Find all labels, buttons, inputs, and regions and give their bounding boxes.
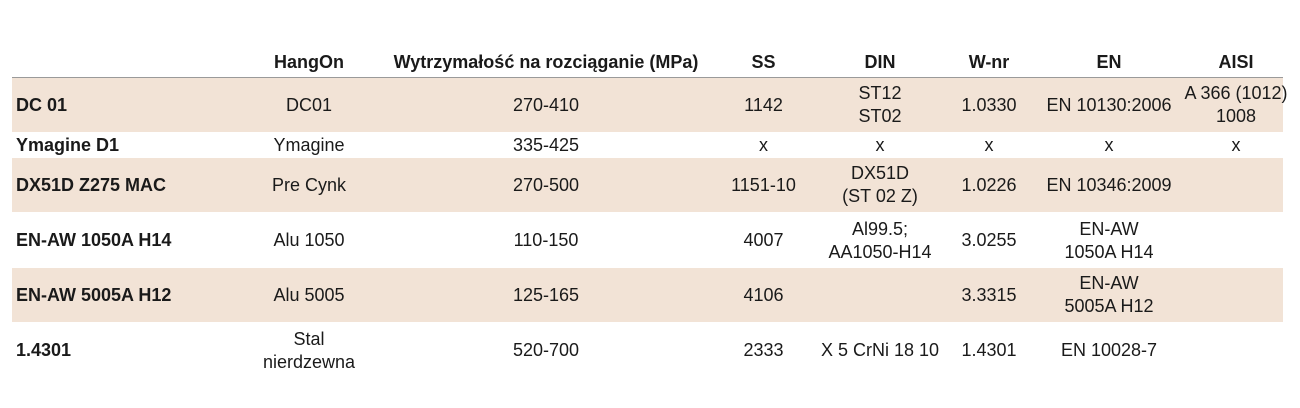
- din-cell: x: [811, 134, 949, 157]
- header-wnr: W-nr: [968, 52, 1010, 72]
- en-cell: EN-AW 1050A H14: [1029, 218, 1189, 264]
- aisi-line: 1008: [1215, 106, 1257, 126]
- header-ss: SS: [751, 52, 776, 72]
- en-line: EN 10346:2009: [1046, 174, 1172, 195]
- strength-cell: 335-425: [512, 135, 580, 155]
- din-line: x: [875, 135, 885, 155]
- aisi-line: A 366 (1012): [1184, 83, 1288, 103]
- table-row: DX51D Z275 MAC Pre Cynk 270-500 1151-10 …: [12, 158, 1283, 213]
- material-name: 1.4301: [16, 340, 72, 360]
- en-line: EN-AW: [1079, 218, 1139, 239]
- material-name: EN-AW 1050A H14: [16, 230, 172, 250]
- table-header-row: HangOn Wytrzymałość na rozciąganie (MPa)…: [12, 48, 1283, 78]
- ss-cell: 1151-10: [731, 174, 796, 195]
- en-cell: EN 10028-7: [1029, 339, 1189, 362]
- table-row: EN-AW 5005A H12 Alu 5005 125-165 4106 3.…: [12, 268, 1283, 323]
- table-row: Ymagine D1 Ymagine 335-425 x x x x x: [12, 133, 1283, 158]
- table-row: EN-AW 1050A H14 Alu 1050 110-150 4007 Al…: [12, 213, 1283, 268]
- strength-cell: 520-700: [512, 340, 580, 360]
- aisi-line: x: [1231, 135, 1241, 155]
- header-strength: Wytrzymałość na rozciąganie (MPa): [393, 52, 699, 72]
- din-line: ST12: [858, 83, 902, 103]
- din-line: (ST 02 Z): [842, 186, 918, 206]
- hangon-cell: Ymagine: [242, 134, 376, 157]
- ss-cell: 2333: [743, 340, 784, 360]
- wnr-cell: 3.3315: [961, 284, 1017, 305]
- en-line: EN 10028-7: [1060, 340, 1158, 360]
- strength-cell: 110-150: [513, 230, 579, 250]
- wnr-cell: x: [984, 135, 994, 155]
- en-line: 5005A H12: [1064, 296, 1154, 316]
- en-cell: EN-AW 5005A H12: [1029, 272, 1189, 318]
- wnr-cell: 1.4301: [961, 340, 1017, 360]
- en-line: 1050A H14: [1064, 241, 1154, 262]
- en-line: EN-AW: [1079, 273, 1139, 293]
- header-hangon: HangOn: [274, 52, 344, 72]
- strength-cell: 125-165: [512, 284, 580, 305]
- ss-cell: x: [759, 135, 768, 155]
- strength-cell: 270-410: [512, 94, 580, 115]
- hangon-line: Ymagine: [273, 135, 345, 155]
- header-din: DIN: [864, 52, 896, 72]
- hangon-cell: Pre Cynk: [242, 174, 376, 197]
- din-line: X 5 CrNi 18 10: [820, 340, 940, 360]
- en-cell: EN 10346:2009: [1029, 174, 1189, 197]
- hangon-line: DC01: [285, 94, 333, 115]
- material-name: Ymagine D1: [16, 135, 120, 155]
- hangon-line: Pre Cynk: [271, 174, 347, 195]
- en-cell: EN 10130:2006: [1029, 94, 1189, 117]
- aisi-cell: A 366 (1012) 1008: [1184, 82, 1287, 128]
- din-line: ST02: [858, 106, 902, 126]
- table-row: 1.4301 Stal nierdzewna 520-700 2333 X 5 …: [12, 323, 1283, 378]
- ss-cell: 1142: [744, 94, 783, 115]
- en-line: x: [1104, 135, 1114, 155]
- ss-cell: 4106: [743, 284, 784, 305]
- material-name: DC 01: [16, 94, 68, 115]
- strength-cell: 270-500: [512, 174, 580, 195]
- hangon-cell: DC01: [242, 94, 376, 117]
- din-cell: ST12 ST02: [811, 82, 949, 128]
- header-en: EN: [1096, 52, 1122, 72]
- materials-table: HangOn Wytrzymałość na rozciąganie (MPa)…: [12, 48, 1288, 378]
- hangon-cell: Alu 5005: [242, 284, 376, 307]
- hangon-cell: Alu 1050: [242, 229, 376, 252]
- wnr-cell: 3.0255: [961, 230, 1017, 250]
- wnr-cell: 1.0330: [961, 94, 1017, 115]
- hangon-line: Alu 1050: [273, 230, 345, 250]
- din-line: AA1050-H14: [828, 241, 932, 262]
- material-name: EN-AW 5005A H12: [16, 284, 172, 305]
- ss-cell: 4007: [743, 230, 784, 250]
- hangon-line: nierdzewna: [262, 351, 356, 372]
- din-cell: X 5 CrNi 18 10: [811, 339, 949, 362]
- aisi-cell: x: [1189, 134, 1283, 157]
- din-line: DX51D: [850, 163, 910, 183]
- table-row: DC 01 DC01 270-410 1142 ST12 ST02 1.0330…: [12, 78, 1288, 133]
- hangon-line: Stal: [293, 328, 325, 349]
- hangon-cell: Stal nierdzewna: [242, 328, 376, 374]
- din-line: Al99.5;: [851, 218, 909, 239]
- wnr-cell: 1.0226: [961, 174, 1017, 195]
- hangon-line: Alu 5005: [273, 284, 345, 305]
- din-cell: Al99.5; AA1050-H14: [811, 218, 949, 264]
- material-name: DX51D Z275 MAC: [16, 174, 167, 195]
- en-cell: x: [1029, 134, 1189, 157]
- header-aisi: AISI: [1218, 52, 1254, 72]
- en-line: EN 10130:2006: [1046, 94, 1172, 115]
- din-cell: DX51D (ST 02 Z): [811, 162, 949, 208]
